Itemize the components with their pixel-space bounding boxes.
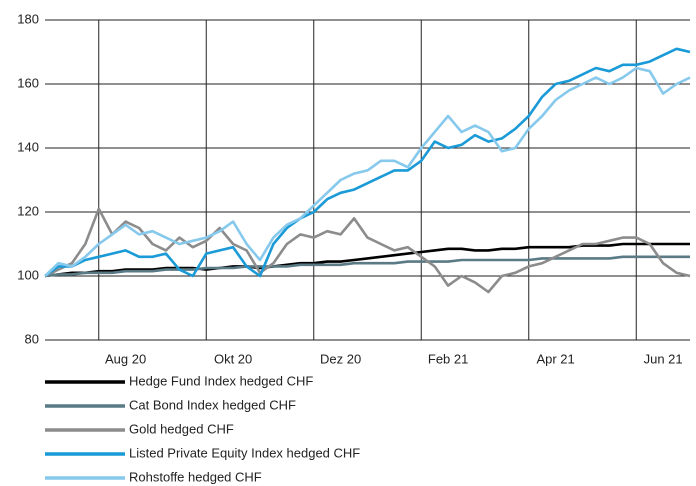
y-tick-label: 160 (17, 75, 39, 90)
x-tick-label: Feb 21 (428, 351, 468, 366)
y-tick-label: 120 (17, 203, 39, 218)
y-tick-label: 180 (17, 11, 39, 26)
series-line (44, 242, 690, 278)
series-line (44, 66, 691, 277)
x-tick-label: Aug 20 (105, 351, 146, 366)
series-line (44, 207, 691, 294)
x-tick-label: Okt 20 (214, 351, 252, 366)
x-tick-label: Dez 20 (320, 351, 361, 366)
legend-label: Rohstoffe hedged CHF (129, 469, 262, 484)
legend-label: Hedge Fund Index hedged CHF (129, 373, 313, 388)
x-tick-label: Jun 21 (644, 351, 683, 366)
legend-label: Gold hedged CHF (129, 421, 234, 436)
y-tick-label: 100 (17, 267, 39, 282)
y-tick-label: 140 (17, 139, 39, 154)
series-line (44, 255, 690, 278)
legend-label: Listed Private Equity Index hedged CHF (129, 445, 360, 460)
series-line (44, 47, 691, 278)
y-tick-label: 80 (25, 331, 39, 346)
x-tick-label: Apr 21 (536, 351, 574, 366)
legend-label: Cat Bond Index hedged CHF (129, 397, 296, 412)
